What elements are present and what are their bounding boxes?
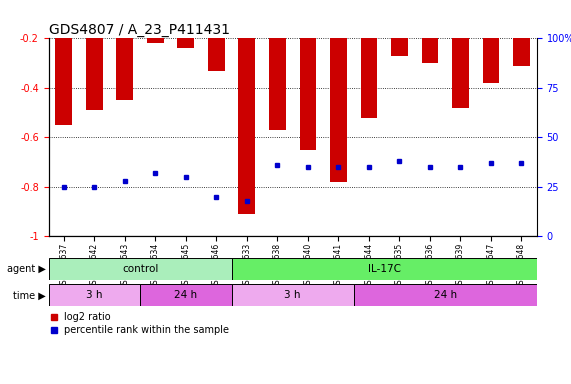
Bar xyxy=(269,38,286,130)
Bar xyxy=(49,258,232,280)
Bar xyxy=(178,38,194,48)
Text: log2 ratio: log2 ratio xyxy=(64,312,111,322)
Text: 3 h: 3 h xyxy=(86,290,103,300)
Bar xyxy=(513,38,530,66)
Bar xyxy=(232,258,537,280)
Bar xyxy=(239,38,255,214)
Bar xyxy=(140,284,232,306)
Bar xyxy=(421,38,439,63)
Bar xyxy=(208,38,225,71)
Bar xyxy=(55,38,72,125)
Bar xyxy=(49,284,140,306)
Text: 24 h: 24 h xyxy=(433,290,457,300)
Bar xyxy=(360,38,377,118)
Text: agent ▶: agent ▶ xyxy=(7,264,46,274)
Bar xyxy=(391,38,408,56)
Bar xyxy=(482,38,500,83)
Bar xyxy=(232,284,353,306)
Bar xyxy=(116,38,133,100)
Text: GDS4807 / A_23_P411431: GDS4807 / A_23_P411431 xyxy=(49,23,230,37)
Text: percentile rank within the sample: percentile rank within the sample xyxy=(64,326,229,336)
Text: 3 h: 3 h xyxy=(284,290,301,300)
Text: 24 h: 24 h xyxy=(174,290,198,300)
Text: time ▶: time ▶ xyxy=(13,290,46,300)
Text: control: control xyxy=(122,264,158,274)
Bar xyxy=(147,38,164,43)
Bar xyxy=(353,284,537,306)
Bar xyxy=(300,38,316,150)
Bar xyxy=(330,38,347,182)
Bar xyxy=(452,38,469,108)
Bar xyxy=(86,38,103,110)
Text: IL-17C: IL-17C xyxy=(368,264,401,274)
